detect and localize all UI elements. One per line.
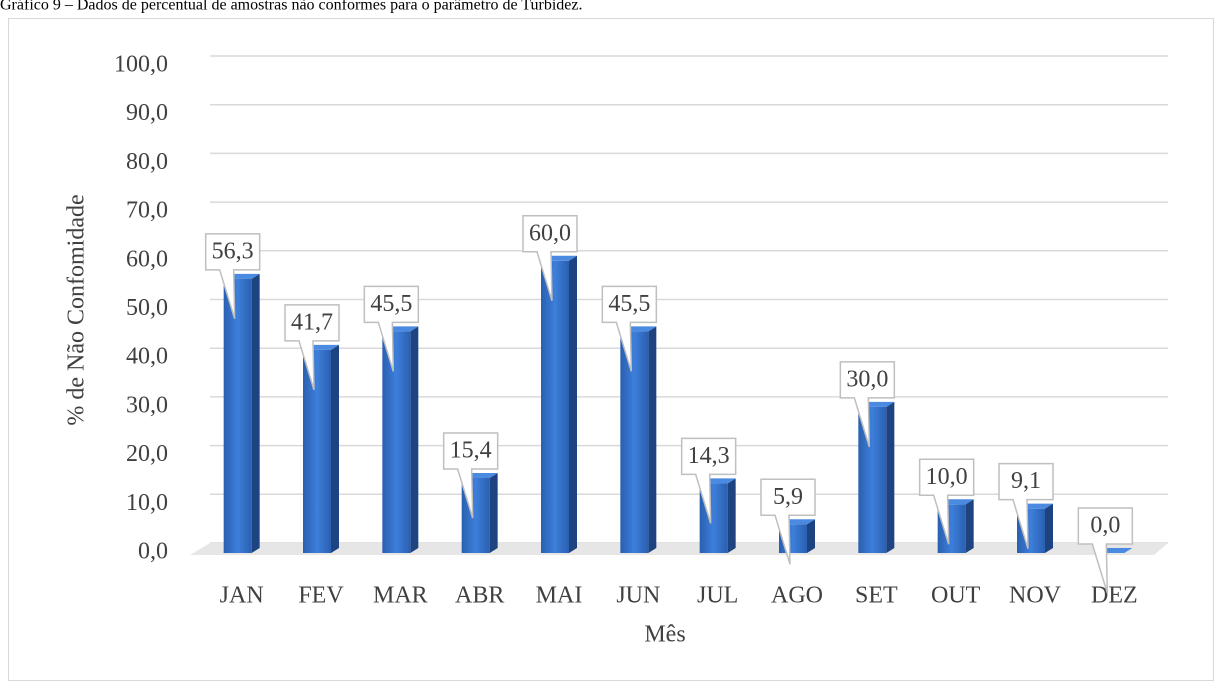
x-tick-label: JUN <box>616 583 660 609</box>
y-tick-label: 70,0 <box>126 198 168 224</box>
data-label: 14,3 <box>688 443 730 469</box>
chart-border <box>8 18 1214 681</box>
bar <box>382 331 411 553</box>
bar-depth <box>807 519 815 553</box>
callout <box>680 437 737 524</box>
bar-depth <box>251 273 260 553</box>
y-tick-label: 40,0 <box>126 344 168 370</box>
callout <box>204 233 261 320</box>
data-label: 56,3 <box>212 238 254 264</box>
callout <box>522 215 578 302</box>
bar-depth <box>727 478 736 553</box>
data-label: 9,1 <box>1011 468 1041 494</box>
callout <box>918 458 975 545</box>
bar <box>303 349 331 553</box>
bar-depth <box>1045 503 1053 553</box>
callout <box>442 432 499 519</box>
y-tick-label: 90,0 <box>126 100 168 126</box>
x-tick-label: MAR <box>373 583 428 609</box>
data-label: 30,0 <box>846 366 888 392</box>
x-tick-label: AGO <box>771 583 823 609</box>
bar-depth <box>648 326 657 553</box>
callout <box>998 462 1054 549</box>
bar-depth <box>965 499 974 553</box>
bar <box>858 406 887 553</box>
y-tick-label: 60,0 <box>126 246 168 272</box>
callout <box>284 304 340 391</box>
x-tick-label: FEV <box>298 583 344 609</box>
data-label: 0,0 <box>1090 513 1120 539</box>
y-tick-label: 30,0 <box>126 392 168 418</box>
x-axis-title: Mês <box>644 622 685 648</box>
x-tick-label: NOV <box>1009 583 1062 609</box>
data-label: 45,5 <box>608 291 650 317</box>
data-label: 15,4 <box>450 438 492 464</box>
bar <box>541 260 569 553</box>
x-tick-label: ABR <box>455 583 504 609</box>
y-tick-label: 0,0 <box>138 539 168 565</box>
x-tick-label: JUL <box>697 583 738 609</box>
callout <box>363 285 420 372</box>
bar-depth <box>331 344 339 553</box>
callout <box>839 361 896 448</box>
floor <box>190 543 1168 555</box>
x-tick-label: MAI <box>536 583 583 609</box>
data-label: 5,9 <box>773 484 803 510</box>
bar-depth <box>489 473 498 553</box>
bar-depth <box>569 255 577 554</box>
data-label: 60,0 <box>529 220 571 246</box>
data-label: 45,5 <box>370 291 412 317</box>
y-tick-label: 10,0 <box>126 490 168 516</box>
x-tick-label: JAN <box>220 583 264 609</box>
y-axis-title: % de Não Confomidade <box>64 194 90 425</box>
y-tick-label: 80,0 <box>126 149 168 175</box>
bar <box>223 278 252 553</box>
chart-title: Gráfico 9 – Dados de percentual de amost… <box>0 0 582 14</box>
y-tick-label: 100,0 <box>114 52 168 78</box>
bar-depth <box>886 401 895 553</box>
x-tick-label: SET <box>855 583 898 609</box>
callout <box>1077 507 1134 594</box>
x-tick-label: OUT <box>931 583 981 609</box>
data-label: 10,0 <box>926 464 968 490</box>
callout <box>760 478 816 565</box>
callout <box>601 285 658 372</box>
y-tick-label: 50,0 <box>126 295 168 321</box>
x-tick-label: DEZ <box>1091 583 1138 609</box>
bar-depth <box>410 326 419 553</box>
data-label: 41,7 <box>291 309 333 335</box>
y-tick-label: 20,0 <box>126 441 168 467</box>
bar <box>620 331 649 553</box>
